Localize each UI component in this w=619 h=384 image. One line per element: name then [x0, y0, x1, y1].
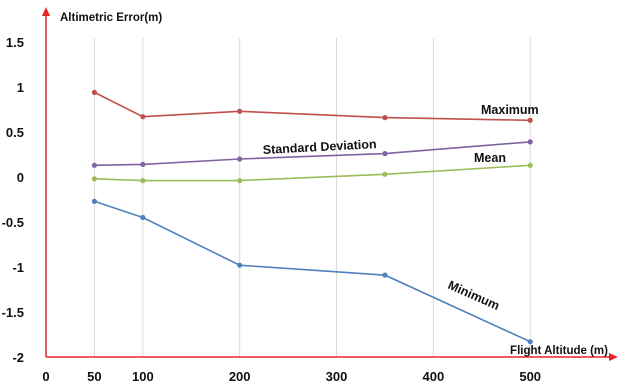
y-tick-label: -0.5 [2, 215, 24, 230]
data-point-standard-deviation [382, 151, 388, 157]
x-tick-label: 50 [87, 369, 101, 384]
data-point-mean [527, 162, 533, 168]
data-point-standard-deviation [91, 162, 98, 168]
data-point-mean [91, 176, 98, 182]
series-line-maximum [94, 91, 531, 122]
x-tick-label: 200 [229, 369, 251, 384]
data-point-minimum [140, 214, 146, 221]
x-tick-label: 0 [42, 369, 49, 384]
grid-lines [93, 38, 531, 357]
y-axis-title: Altimetric Error(m) [60, 12, 162, 24]
x-axis-title: Flight Altitude (m) [510, 345, 608, 357]
series-mean [91, 162, 533, 184]
data-point-standard-deviation [140, 161, 146, 167]
data-point-minimum [237, 262, 243, 268]
x-tick-label: 100 [132, 369, 154, 384]
data-point-maximum [91, 89, 98, 95]
y-axis-arrow [42, 7, 50, 16]
x-tick-label: 300 [326, 369, 348, 384]
data-point-maximum [382, 115, 388, 121]
y-tick-label: 0.5 [6, 125, 24, 140]
x-tick-label: 400 [423, 369, 445, 384]
data-point-maximum [527, 117, 533, 123]
y-tick-label: -2 [12, 350, 24, 365]
series-group [91, 89, 533, 345]
y-tick-label: -1 [12, 260, 24, 275]
series-minimum [91, 198, 533, 345]
data-point-mean [237, 178, 243, 184]
series-line-minimum [94, 200, 531, 343]
data-point-minimum [527, 339, 533, 345]
axes [42, 7, 618, 361]
data-point-minimum [382, 272, 388, 278]
data-point-standard-deviation [237, 156, 243, 162]
data-point-maximum [140, 114, 146, 120]
series-label-mean: Mean [474, 151, 506, 165]
y-tick-label: -1.5 [2, 305, 24, 320]
y-tick-label: 1 [17, 80, 24, 95]
y-tick-label: 1.5 [6, 35, 24, 50]
tick-labels: 0 50 100 200 300 400 500 1.5 1 0.5 0 -0.5 -1 -1.5 -2 [2, 35, 541, 384]
series-label-standard-deviation: Standard Deviation [262, 137, 376, 157]
data-point-minimum [91, 198, 98, 204]
series-line-mean [94, 164, 531, 182]
data-point-mean [140, 178, 146, 184]
series-label-maximum: Maximum [481, 103, 539, 117]
series-label-minimum: Minimum [446, 278, 502, 313]
data-point-mean [382, 171, 388, 177]
data-point-standard-deviation [527, 139, 533, 145]
y-tick-label: 0 [17, 170, 24, 185]
series-maximum [91, 89, 533, 123]
x-tick-label: 500 [519, 369, 541, 384]
data-point-maximum [237, 108, 243, 114]
series-standard-deviation [91, 139, 533, 168]
x-axis-arrow [609, 353, 618, 361]
